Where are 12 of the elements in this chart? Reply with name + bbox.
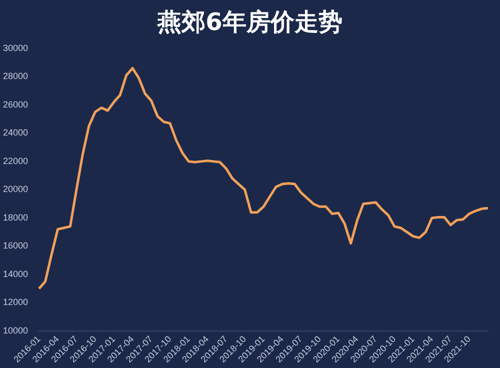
y-tick-label: 20000 [2,184,28,194]
y-tick-label: 12000 [2,297,28,308]
y-tick-label: 10000 [2,325,28,336]
y-tick-label: 26000 [2,99,28,110]
y-tick-label: 30000 [2,42,28,53]
chart-title: 燕郊6年房价走势 [156,7,344,38]
y-tick-label: 24000 [2,128,28,138]
y-tick-label: 14000 [2,268,28,279]
y-tick-label: 18000 [2,212,28,222]
y-tick-label: 22000 [2,156,28,166]
y-tick-label: 28000 [2,71,28,82]
y-tick-label: 16000 [2,240,28,251]
